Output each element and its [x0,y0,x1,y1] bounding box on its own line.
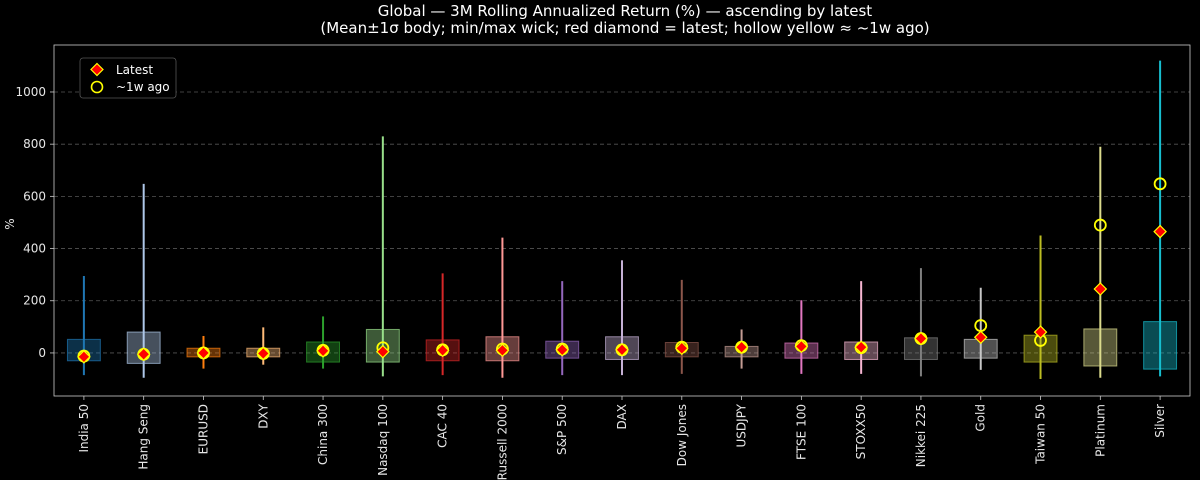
x-tick-label: USDJPY [735,403,749,447]
mean-sigma-body [1083,328,1118,367]
y-tick-label: 600 [23,189,46,203]
y-tick-label: 1000 [15,85,46,99]
y-axis: 0 200 400 600 800 1000 [15,85,54,360]
mean-sigma-body [1023,334,1058,363]
legend-latest-label: Latest [116,63,153,77]
x-tick-label: DXY [256,403,270,428]
x-tick-label: DAX [615,404,629,429]
y-axis-label: % [3,218,17,229]
x-tick-label: India 50 [77,404,91,453]
x-tick-label: Hang Seng [137,404,151,470]
x-tick-label: CAC 40 [436,404,450,448]
x-tick-label: Nasdaq 100 [376,404,390,476]
y-tick-label: 0 [38,346,46,360]
x-tick-label: Gold [974,404,988,432]
x-tick-label: STOXX50 [854,404,868,459]
latest-marker [734,340,749,355]
latest-marker [495,343,510,358]
legend-latest-marker [90,62,104,77]
x-axis: India 50 Hang Seng EURUSD DXY China 300 Nasda… [77,396,1167,480]
latest-marker [973,330,988,345]
latest-marker [77,350,91,364]
legend-box [79,57,177,99]
latest-marker [1033,325,1048,339]
latest-marker [914,331,928,346]
legend-week-ago-marker [90,80,104,94]
x-tick-label: Platinum [1093,404,1107,457]
x-tick-label: China 300 [316,404,330,465]
week-ago-marker [1153,177,1167,191]
latest-marker [674,341,689,356]
plot-area [66,60,1178,380]
legend: Latest ~1w ago [79,57,177,99]
latest-marker [316,344,330,358]
x-tick-label: Taiwan 50 [1034,404,1048,465]
x-tick-label: EURUSD [196,404,210,454]
latest-marker [375,344,390,359]
chart-title: Global — 3M Rolling Annualized Return (%… [378,2,873,20]
y-tick-label: 400 [23,242,46,256]
latest-marker [196,346,211,360]
latest-marker [555,342,570,357]
x-tick-label: Russell 2000 [495,404,509,480]
latest-marker [1093,282,1108,296]
legend-week-ago-label: ~1w ago [116,80,170,94]
latest-marker [136,347,151,362]
latest-marker [435,343,450,358]
week-ago-marker [1093,218,1107,232]
y-tick-label: 800 [23,137,46,151]
mean-sigma-body [1143,321,1178,370]
latest-marker [615,342,629,357]
latest-marker [256,346,271,361]
chart-subtitle: (Mean±1σ body; min/max wick; red diamond… [320,19,929,37]
latest-marker [854,340,869,355]
latest-marker [1153,224,1167,239]
x-tick-label: FTSE 100 [794,404,808,460]
x-tick-label: S&P 500 [555,404,569,455]
x-tick-label: Dow Jones [675,404,689,466]
y-tick-label: 200 [23,294,46,308]
latest-marker [794,339,809,354]
x-tick-label: Nikkei 225 [914,404,928,467]
x-tick-label: Silver [1153,404,1167,438]
grid-lines [54,91,1190,354]
